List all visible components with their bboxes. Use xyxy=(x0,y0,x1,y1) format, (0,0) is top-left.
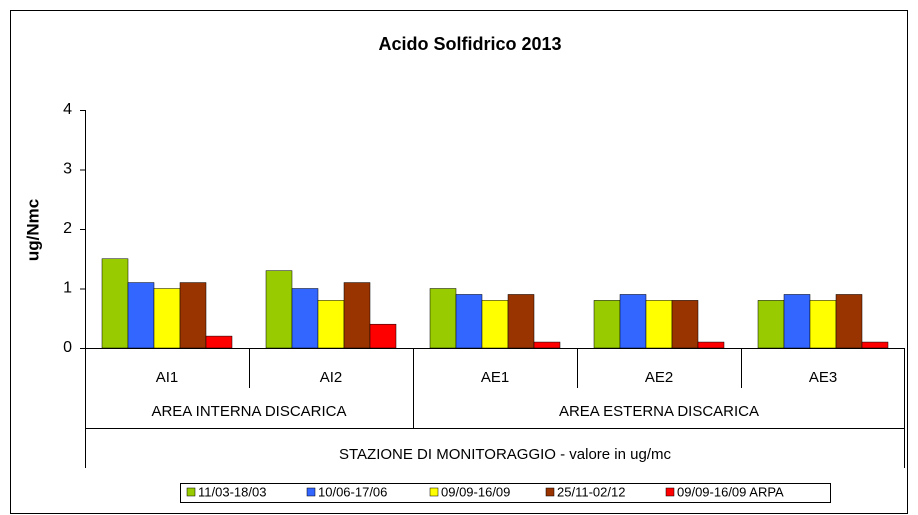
legend-swatch xyxy=(186,487,196,497)
bar xyxy=(429,288,457,349)
y-tick-label: 4 xyxy=(63,101,72,118)
chart-title: Acido Solfidrico 2013 xyxy=(378,34,561,54)
bar xyxy=(783,294,811,349)
bar xyxy=(507,294,535,349)
legend-label: 10/06-17/06 xyxy=(318,484,387,499)
legend-swatch xyxy=(545,487,555,497)
y-tick-label: 3 xyxy=(63,161,72,178)
bar xyxy=(593,300,621,349)
bar xyxy=(671,300,699,349)
bar xyxy=(153,288,181,349)
bar xyxy=(343,282,371,349)
x-tick-label: AI1 xyxy=(156,369,179,386)
bar xyxy=(455,294,483,349)
bar xyxy=(757,300,785,349)
legend-label: 09/09-16/09 ARPA xyxy=(677,484,784,499)
legend-swatch xyxy=(665,487,675,497)
bar xyxy=(697,341,725,349)
x-tick-label: AI2 xyxy=(320,369,343,386)
legend-swatch xyxy=(306,487,316,497)
y-tick-label: 0 xyxy=(63,339,72,356)
bar xyxy=(645,300,673,349)
group-label: AREA ESTERNA DISCARICA xyxy=(559,403,759,420)
bar xyxy=(809,300,837,349)
bar xyxy=(369,323,397,349)
y-tick-label: 1 xyxy=(63,280,72,297)
group-label: AREA INTERNA DISCARICA xyxy=(151,403,346,420)
bar xyxy=(291,288,319,349)
bar xyxy=(481,300,509,349)
x-tick-label: AE2 xyxy=(645,369,673,386)
legend-label: 09/09-16/09 xyxy=(441,484,510,499)
legend-swatch xyxy=(429,487,439,497)
bar xyxy=(533,341,561,349)
bar xyxy=(265,270,293,349)
bar xyxy=(317,300,345,349)
legend-label: 25/11-02/12 xyxy=(557,484,625,499)
chart-border xyxy=(10,10,908,514)
x-tick-label: AE1 xyxy=(481,369,509,386)
x-tick-label: AE3 xyxy=(809,369,837,386)
bar xyxy=(101,258,129,349)
bar xyxy=(205,335,233,349)
bar xyxy=(619,294,647,349)
y-tick-label: 2 xyxy=(63,220,72,237)
legend-label: 11/03-18/03 xyxy=(198,484,266,499)
bar xyxy=(127,282,155,349)
bar xyxy=(835,294,863,349)
bar xyxy=(861,341,889,349)
y-axis-label: ug/Nmc xyxy=(23,199,42,261)
bar xyxy=(179,282,207,349)
x-axis-label: STAZIONE DI MONITORAGGIO - valore in ug/… xyxy=(339,446,671,463)
